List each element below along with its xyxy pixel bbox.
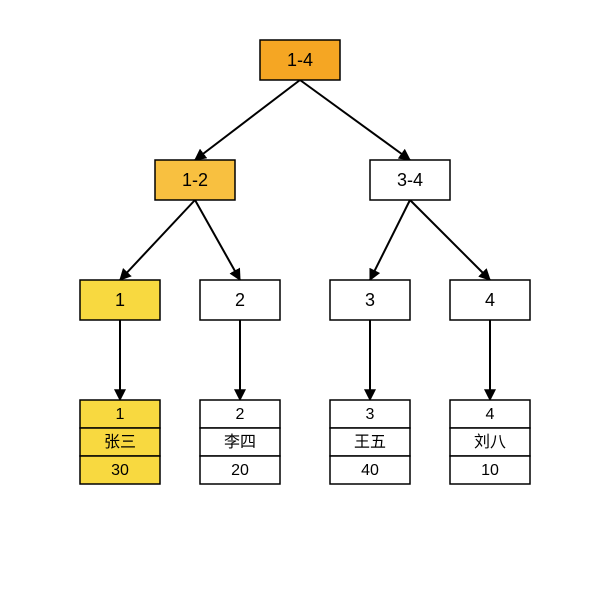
node-n_1_4: 1-4	[260, 40, 340, 80]
leaf-cell: 刘八	[474, 433, 506, 451]
leaf-cell: 20	[231, 462, 249, 479]
leaf-table-t_4: 4 刘八 10	[450, 400, 530, 484]
edges-layer	[120, 80, 490, 400]
leaf-table-t_2: 2 李四 20	[200, 400, 280, 484]
tree-diagram: 1-4 1-2 3-4 1 2 3 4 1 张三 30 2 李四 20 3 王五 40 4 刘八 10	[0, 0, 600, 600]
nodes-layer: 1-4 1-2 3-4 1 2 3 4	[80, 40, 530, 320]
edge-n_1_2-n_1	[120, 200, 195, 280]
node-n_1_2: 1-2	[155, 160, 235, 200]
leaf-cell: 40	[361, 462, 379, 479]
node-n_3: 3	[330, 280, 410, 320]
node-label: 3	[365, 290, 375, 310]
leaf-cell: 10	[481, 462, 499, 479]
leaf-cell: 30	[111, 462, 129, 479]
node-label: 1	[115, 290, 125, 310]
leaf-tables-layer: 1 张三 30 2 李四 20 3 王五 40 4 刘八 10	[80, 400, 530, 484]
node-n_4: 4	[450, 280, 530, 320]
edge-n_3_4-n_4	[410, 200, 490, 280]
leaf-cell: 3	[366, 406, 375, 423]
edge-n_1_4-n_3_4	[300, 80, 410, 160]
edge-n_3_4-n_3	[370, 200, 410, 280]
node-n_1: 1	[80, 280, 160, 320]
leaf-table-t_3: 3 王五 40	[330, 400, 410, 484]
node-label: 3-4	[397, 170, 423, 190]
node-label: 1-2	[182, 170, 208, 190]
leaf-cell: 1	[116, 406, 125, 423]
node-n_2: 2	[200, 280, 280, 320]
node-label: 4	[485, 290, 495, 310]
leaf-cell: 王五	[354, 434, 386, 451]
leaf-cell: 4	[486, 406, 495, 423]
node-label: 1-4	[287, 50, 313, 70]
leaf-cell: 李四	[224, 433, 256, 451]
leaf-cell: 2	[236, 406, 245, 423]
edge-n_1_4-n_1_2	[195, 80, 300, 160]
node-label: 2	[235, 290, 245, 310]
leaf-cell: 张三	[104, 433, 136, 451]
node-n_3_4: 3-4	[370, 160, 450, 200]
leaf-table-t_1: 1 张三 30	[80, 400, 160, 484]
edge-n_1_2-n_2	[195, 200, 240, 280]
